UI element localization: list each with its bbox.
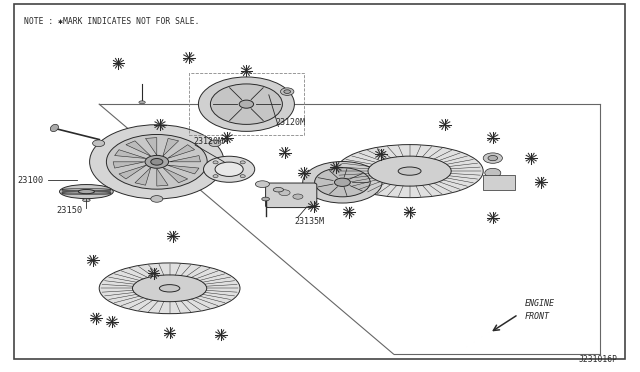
Ellipse shape bbox=[60, 185, 113, 199]
Ellipse shape bbox=[132, 275, 207, 302]
Ellipse shape bbox=[273, 187, 284, 192]
Polygon shape bbox=[167, 165, 199, 174]
Circle shape bbox=[240, 175, 245, 178]
Ellipse shape bbox=[279, 190, 290, 196]
Circle shape bbox=[240, 161, 245, 164]
Ellipse shape bbox=[139, 101, 145, 104]
Ellipse shape bbox=[483, 153, 502, 163]
Ellipse shape bbox=[61, 193, 111, 195]
Ellipse shape bbox=[151, 196, 163, 202]
Circle shape bbox=[213, 161, 218, 164]
Text: 23100: 23100 bbox=[17, 176, 44, 185]
Polygon shape bbox=[169, 155, 200, 162]
Ellipse shape bbox=[293, 194, 303, 199]
Text: 23120M: 23120M bbox=[275, 118, 305, 127]
Ellipse shape bbox=[209, 140, 221, 147]
Circle shape bbox=[213, 175, 218, 178]
Ellipse shape bbox=[204, 156, 255, 182]
Ellipse shape bbox=[335, 178, 350, 186]
Ellipse shape bbox=[198, 77, 294, 131]
Polygon shape bbox=[163, 167, 188, 183]
Ellipse shape bbox=[61, 189, 111, 190]
Polygon shape bbox=[115, 150, 147, 158]
Ellipse shape bbox=[145, 155, 168, 168]
Ellipse shape bbox=[315, 168, 370, 197]
Ellipse shape bbox=[159, 285, 180, 292]
Polygon shape bbox=[167, 145, 195, 158]
Ellipse shape bbox=[255, 181, 269, 187]
Ellipse shape bbox=[485, 168, 501, 177]
Text: 23135M: 23135M bbox=[294, 217, 324, 226]
Text: J231016P: J231016P bbox=[579, 355, 618, 364]
Ellipse shape bbox=[398, 167, 421, 175]
Ellipse shape bbox=[93, 140, 105, 147]
FancyBboxPatch shape bbox=[483, 175, 515, 190]
Polygon shape bbox=[126, 141, 151, 156]
Text: FRONT: FRONT bbox=[525, 312, 550, 321]
Polygon shape bbox=[119, 165, 147, 179]
Ellipse shape bbox=[106, 134, 207, 189]
Ellipse shape bbox=[211, 84, 282, 124]
Text: 23120MA: 23120MA bbox=[193, 137, 228, 146]
Polygon shape bbox=[163, 138, 179, 156]
Ellipse shape bbox=[336, 145, 483, 198]
Ellipse shape bbox=[284, 90, 291, 93]
Bar bbox=[189, 74, 304, 135]
Polygon shape bbox=[113, 162, 145, 168]
Ellipse shape bbox=[368, 156, 451, 186]
Ellipse shape bbox=[215, 162, 243, 176]
Ellipse shape bbox=[262, 197, 269, 201]
Text: NOTE : ✱MARK INDICATES NOT FOR SALE.: NOTE : ✱MARK INDICATES NOT FOR SALE. bbox=[24, 17, 200, 26]
Polygon shape bbox=[135, 167, 151, 185]
Ellipse shape bbox=[239, 100, 253, 108]
FancyBboxPatch shape bbox=[266, 183, 317, 208]
Ellipse shape bbox=[61, 191, 111, 193]
Text: ENGINE: ENGINE bbox=[525, 299, 555, 308]
Ellipse shape bbox=[83, 199, 90, 202]
Ellipse shape bbox=[51, 124, 58, 132]
Ellipse shape bbox=[303, 161, 382, 203]
Ellipse shape bbox=[61, 190, 111, 192]
Ellipse shape bbox=[99, 263, 240, 314]
Ellipse shape bbox=[78, 189, 95, 194]
Polygon shape bbox=[145, 138, 157, 155]
Ellipse shape bbox=[90, 125, 224, 199]
Text: 23150: 23150 bbox=[56, 206, 83, 215]
Polygon shape bbox=[157, 169, 168, 186]
Ellipse shape bbox=[280, 88, 294, 95]
Ellipse shape bbox=[488, 155, 498, 161]
Ellipse shape bbox=[151, 158, 163, 165]
